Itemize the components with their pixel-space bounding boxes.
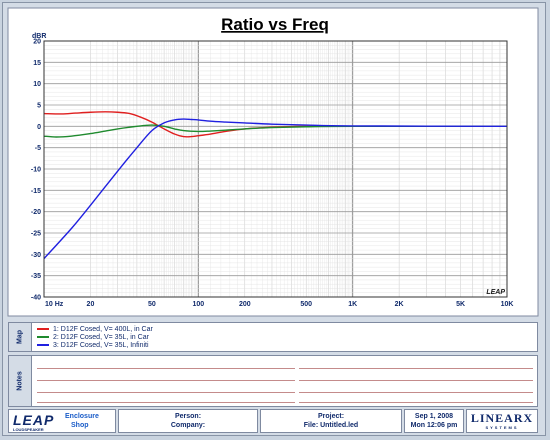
- watermark-logo: LEAP: [486, 289, 505, 296]
- x-tick-label: 10 Hz: [45, 301, 64, 308]
- x-tick-label: 10K: [501, 301, 514, 308]
- grid: [44, 40, 507, 298]
- chart-panel-bg: [7, 7, 539, 317]
- x-tick-label: 100: [192, 301, 204, 308]
- legend-item-1: 1: D12F Cosed, V= 400L, in Car: [37, 325, 153, 333]
- date-box: Sep 1, 2008 Mon 12:06 pm: [404, 409, 464, 433]
- legend-label-2: 2: D12F Cosed, V= 35L, in Car: [53, 333, 149, 341]
- y-tick-label: -40: [31, 295, 41, 302]
- legend-swatch-1: [37, 328, 49, 330]
- y-tick-label: 0: [37, 124, 41, 131]
- note-line[interactable]: [299, 380, 533, 381]
- footer: LEAP LOUDSPEAKER Enclosure Shop Person: …: [8, 409, 538, 433]
- y-tick-label: 10: [33, 81, 41, 88]
- y-tick-label: -25: [31, 231, 41, 238]
- note-line[interactable]: [299, 368, 533, 369]
- y-tick-label: -30: [31, 252, 41, 259]
- notes-tab[interactable]: Notes: [9, 356, 32, 406]
- note-line[interactable]: [299, 402, 533, 403]
- y-tick-label: 20: [33, 39, 41, 46]
- note-line[interactable]: [37, 402, 295, 403]
- x-tick-label: 5K: [456, 301, 465, 308]
- x-tick-label: 1K: [348, 301, 357, 308]
- legend-swatch-2: [37, 336, 49, 338]
- chart-title: Ratio vs Freq: [221, 15, 329, 34]
- product-name-line1: Enclosure: [65, 413, 99, 420]
- leap-logo: LEAP: [13, 412, 55, 428]
- y-tick-label: 15: [33, 60, 41, 67]
- y-tick-label: -10: [31, 167, 41, 174]
- footer-logo-box: LEAP LOUDSPEAKER Enclosure Shop: [8, 409, 116, 433]
- x-tick-labels: 10 Hz 20 50 100 200 500 1K 2K 5K 10K: [45, 301, 513, 308]
- series-line-2: [43, 124, 508, 138]
- legend-label-3: 3: D12F Cosed, V= 35L, Infiniti: [53, 341, 149, 349]
- note-line[interactable]: [299, 392, 533, 393]
- y-axis-label: dBR: [32, 33, 46, 40]
- y-tick-label: -15: [31, 188, 41, 195]
- legend-item-3: 3: D12F Cosed, V= 35L, Infiniti: [37, 341, 149, 349]
- x-tick-label: 2K: [395, 301, 404, 308]
- person-company-box: Person: Company:: [118, 409, 258, 433]
- company-label: Company:: [170, 422, 206, 429]
- y-tick-label: -20: [31, 209, 41, 216]
- series-line-3: [43, 118, 508, 260]
- project-label: Project:: [317, 413, 345, 420]
- y-tick-label: 5: [37, 103, 41, 110]
- person-label: Person:: [174, 413, 202, 420]
- legend-item-2: 2: D12F Cosed, V= 35L, in Car: [37, 333, 149, 341]
- notes-tab-label: Notes: [16, 371, 24, 391]
- linearx-logo: LINEARX: [470, 411, 534, 425]
- date-text: Sep 1, 2008: [414, 413, 454, 420]
- x-tick-label: 200: [239, 301, 251, 308]
- note-line[interactable]: [37, 392, 295, 393]
- map-panel: Map 1: D12F Cosed, V= 400L, in Car 2: D1…: [8, 322, 538, 352]
- time-text: Mon 12:06 pm: [410, 422, 458, 429]
- plot-frame: [43, 40, 508, 298]
- note-line[interactable]: [37, 380, 295, 381]
- y-tick-label: -5: [35, 145, 41, 152]
- y-tick-labels: 20 15 10 5 0 -5 -10 -15 -20 -25 -30 -35 -40: [31, 39, 41, 302]
- brand-box: LINEARX SYSTEMS: [466, 409, 538, 433]
- file-label: File: Untitled.led: [303, 422, 359, 429]
- map-tab-label: Map: [16, 330, 24, 344]
- notes-panel: Notes: [8, 355, 538, 407]
- x-tick-label: 50: [148, 301, 156, 308]
- y-tick-label: -35: [31, 273, 41, 280]
- series-layer: [43, 111, 508, 260]
- x-tick-label: 20: [87, 301, 95, 308]
- project-box: Project: File: Untitled.led: [260, 409, 402, 433]
- legend-label-1: 1: D12F Cosed, V= 400L, in Car: [53, 325, 153, 333]
- product-name-line2: Shop: [71, 422, 89, 429]
- linearx-logo-sub: SYSTEMS: [485, 425, 519, 430]
- legend-swatch-3: [37, 344, 49, 346]
- map-tab[interactable]: Map: [9, 323, 32, 351]
- leap-logo-sub: LOUDSPEAKER: [13, 427, 44, 432]
- x-tick-label: 500: [300, 301, 312, 308]
- chart: Ratio vs Freq dBR 20151050-5-10-15-20-25…: [7, 7, 539, 317]
- note-line[interactable]: [37, 368, 295, 369]
